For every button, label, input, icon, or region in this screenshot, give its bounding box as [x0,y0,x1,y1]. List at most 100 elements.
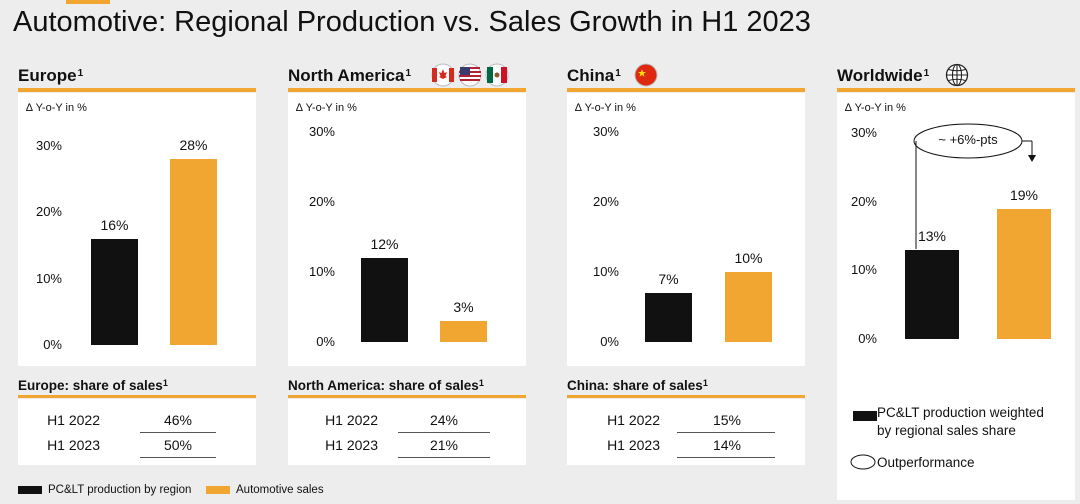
y-tick-label: 20% [850,193,877,209]
bar-sales [997,208,1051,339]
data-label: 12% [370,236,399,252]
row-year: H1 2022 [325,412,378,428]
bar-sales [440,321,487,342]
unit-label: ∆ Y-o-Y in % [845,102,906,114]
legend-label-outperformance: Outperformance [877,455,975,470]
bar-sales [725,272,772,342]
table-divider [677,432,775,433]
unit-label: ∆ Y-o-Y in % [296,102,357,114]
y-tick-label: 10% [308,264,335,279]
china-flag-icon [634,63,658,87]
chart-europe: ∆ Y-o-Y in % 0% 10% 20% 30% 16% 28% [18,93,256,366]
panel-title-worldwide: Worldwide1 [837,66,930,85]
outperformance-oval-icon [850,454,876,470]
table-row: H1 2022 46% [18,409,256,431]
annotation-arrow [913,123,1036,249]
y-tick-label: 10% [35,270,62,286]
row-value: 21% [429,437,459,453]
share-rule-china [567,395,805,398]
share-rule-north-america [288,395,526,398]
usa-flag-icon [458,63,482,87]
row-value: 15% [712,412,742,428]
legend-label-production-weighted-2: by regional sales share [877,423,1016,438]
legend-swatch-sales [206,485,230,494]
mexico-flag-icon [485,63,509,87]
bar-production [91,238,138,345]
y-tick-label: 20% [35,204,62,220]
legend-label-production-weighted-1: PC&LT production weighted [877,405,1044,420]
row-value: 24% [429,412,459,428]
legend-swatch-production-weighted [853,411,877,421]
bar-production [361,258,408,342]
y-tick-label: 30% [308,124,335,139]
share-table-china: H1 2022 15% H1 2023 14% [567,399,805,465]
y-tick-label: 20% [592,194,619,209]
unit-label: ∆ Y-o-Y in % [26,102,87,114]
row-value: 50% [163,437,193,453]
table-row: H1 2022 15% [567,409,805,431]
share-title-north-america: North America: share of sales1 [288,378,484,393]
share-title-china: China: share of sales1 [567,378,708,393]
legend-label-sales: Automotive sales [236,484,324,496]
data-label: 10% [734,250,763,266]
y-tick-label: 30% [850,125,877,140]
y-tick-label: 10% [850,262,877,278]
share-title-europe: Europe: share of sales1 [18,378,168,393]
chart-china: ∆ Y-o-Y in % 0% 10% 20% 30% 7% 10% [567,93,805,366]
data-label: 3% [453,299,474,315]
table-row: H1 2023 50% [18,434,256,456]
panel-header-worldwide: Worldwide1 [837,64,1077,90]
row-value: 14% [712,437,742,453]
panel-title-europe: Europe1 [18,66,84,85]
table-divider [140,457,216,458]
table-row: H1 2023 21% [288,434,526,456]
data-label: 28% [179,137,208,154]
panel-header-china: China1 [567,64,807,90]
row-year: H1 2023 [325,437,378,453]
table-divider [677,457,775,458]
panel-rule-china [567,88,805,92]
table-divider [398,432,490,433]
y-tick-label: 30% [592,124,619,139]
data-label: 7% [658,271,679,287]
row-year: H1 2022 [607,412,660,428]
legend-swatch-production [18,485,42,494]
y-tick-label: 0% [43,337,62,352]
panel-header-north-america: North America1 [288,64,528,90]
row-year: H1 2022 [47,412,100,428]
y-tick-label: 0% [858,331,877,346]
data-label: 16% [100,216,129,233]
row-year: H1 2023 [47,437,100,453]
annotation-text: ~ +6%-pts [938,132,998,147]
bar-production [645,293,692,342]
panel-header-europe: Europe1 [18,64,258,90]
panel-title-china: China1 [567,66,621,85]
y-tick-label: 10% [592,264,619,279]
table-row: H1 2022 24% [288,409,526,431]
data-label: 13% [917,227,947,244]
y-tick-label: 20% [308,194,335,209]
bar-sales [170,159,217,345]
chart-north-america: ∆ Y-o-Y in % 0% 10% 20% 30% 12% 3% [288,93,526,366]
panel-rule-europe [18,88,256,92]
accent-bar [66,0,110,4]
y-tick-label: 30% [35,138,62,153]
row-year: H1 2023 [607,437,660,453]
share-table-europe: H1 2022 46% H1 2023 50% [18,399,256,465]
table-divider [398,457,490,458]
share-rule-europe [18,395,256,398]
canada-flag-icon [431,63,455,87]
data-label: 19% [1009,186,1039,203]
share-table-north-america: H1 2022 24% H1 2023 21% [288,399,526,465]
legend-production: PC&LT production by region [18,484,191,496]
globe-icon [945,63,969,87]
y-tick-label: 0% [600,334,619,349]
panel-rule-north-america [288,88,526,92]
legend-sales: Automotive sales [206,484,324,496]
panel-rule-worldwide [837,88,1075,92]
table-divider [140,432,216,433]
y-tick-label: 0% [316,334,335,349]
legend-label-production: PC&LT production by region [48,484,192,496]
panel-title-north-america: North America1 [288,66,412,85]
bar-production [905,249,959,339]
